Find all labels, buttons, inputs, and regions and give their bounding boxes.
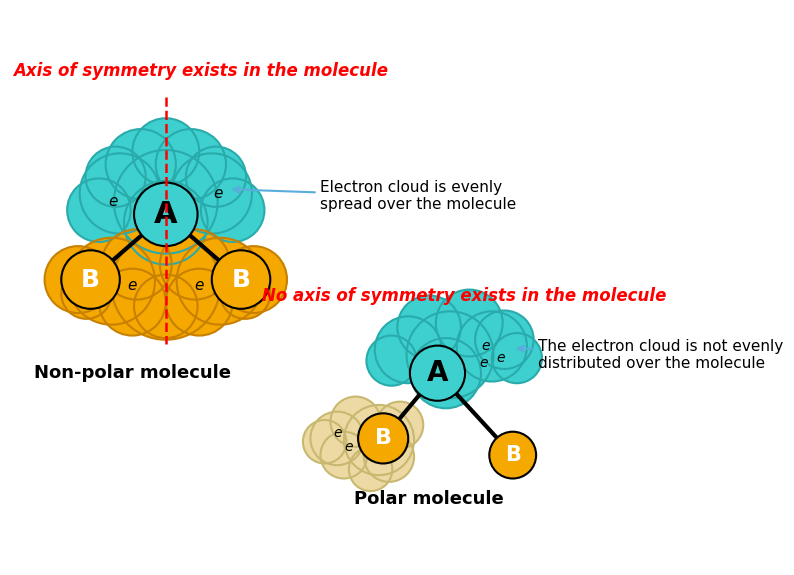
Circle shape [176, 237, 264, 325]
Circle shape [61, 250, 120, 309]
Circle shape [364, 432, 414, 482]
Text: B: B [505, 445, 521, 465]
Circle shape [124, 181, 207, 264]
Circle shape [475, 310, 534, 369]
Circle shape [489, 432, 536, 478]
Text: e: e [333, 427, 341, 440]
Circle shape [99, 269, 166, 336]
Text: e: e [109, 194, 118, 209]
Circle shape [303, 420, 346, 463]
Text: e: e [345, 440, 353, 454]
Circle shape [160, 229, 230, 300]
Circle shape [133, 118, 199, 185]
Circle shape [330, 397, 380, 447]
Circle shape [114, 150, 218, 254]
Circle shape [186, 147, 246, 207]
Text: e: e [497, 351, 505, 365]
Text: e: e [482, 339, 490, 354]
Circle shape [201, 178, 264, 242]
Circle shape [212, 250, 270, 309]
Circle shape [410, 346, 465, 401]
Circle shape [349, 447, 392, 491]
Text: A: A [426, 359, 449, 387]
Text: Electron cloud is evenly
spread over the molecule: Electron cloud is evenly spread over the… [233, 180, 517, 212]
Circle shape [166, 269, 233, 336]
Circle shape [44, 246, 111, 313]
Circle shape [321, 432, 368, 478]
Text: e: e [128, 278, 137, 293]
Circle shape [407, 311, 494, 398]
Text: Non-polar molecule: Non-polar molecule [34, 364, 231, 382]
Circle shape [397, 296, 461, 359]
Circle shape [358, 413, 408, 463]
Circle shape [310, 412, 364, 465]
Text: B: B [375, 428, 391, 448]
Text: A: A [154, 200, 178, 229]
Circle shape [86, 147, 146, 207]
Text: No axis of symmetry exists in the molecule: No axis of symmetry exists in the molecu… [262, 288, 666, 305]
Circle shape [436, 290, 503, 356]
Circle shape [376, 401, 423, 448]
Circle shape [220, 269, 270, 319]
Circle shape [106, 129, 175, 200]
Text: e: e [195, 278, 204, 293]
Circle shape [491, 333, 542, 383]
Circle shape [68, 237, 155, 325]
Circle shape [134, 183, 198, 246]
Circle shape [156, 129, 226, 200]
Circle shape [102, 229, 172, 300]
Circle shape [67, 178, 131, 242]
Circle shape [111, 231, 220, 340]
Circle shape [375, 316, 441, 383]
Circle shape [61, 269, 111, 319]
Circle shape [410, 338, 481, 408]
Circle shape [457, 311, 527, 382]
Circle shape [134, 274, 198, 338]
Text: Axis of symmetry exists in the molecule: Axis of symmetry exists in the molecule [13, 62, 387, 79]
Circle shape [220, 246, 287, 313]
Text: B: B [81, 267, 100, 292]
Circle shape [79, 154, 160, 233]
Text: The electron cloud is not evenly
distributed over the molecule: The electron cloud is not evenly distrib… [518, 339, 783, 371]
Text: e: e [480, 356, 488, 370]
Text: B: B [232, 267, 251, 292]
Circle shape [366, 336, 417, 386]
Text: e: e [214, 186, 223, 201]
Text: Polar molecule: Polar molecule [354, 489, 504, 508]
Circle shape [172, 154, 252, 233]
Circle shape [344, 405, 414, 475]
